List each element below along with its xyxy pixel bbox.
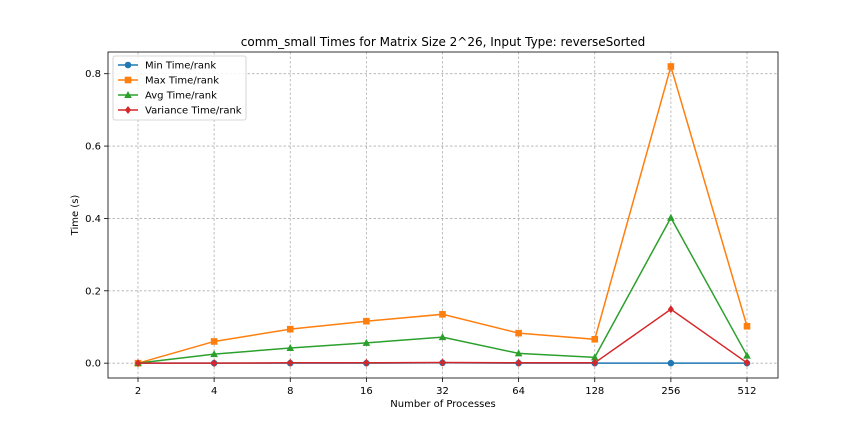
x-tick-label: 4 xyxy=(211,386,217,397)
data-point xyxy=(591,335,599,343)
legend-marker xyxy=(124,76,132,84)
data-point xyxy=(439,311,446,318)
data-point xyxy=(286,343,295,351)
x-tick-label: 8 xyxy=(287,386,293,397)
x-tick-label: 2 xyxy=(135,386,141,397)
data-point xyxy=(591,358,598,367)
x-tick-label: 32 xyxy=(436,386,449,397)
plot-frame xyxy=(107,51,779,379)
data-point xyxy=(590,353,599,361)
y-tick-label: 0.6 xyxy=(85,142,101,153)
legend-item: Min Time/rank xyxy=(118,61,216,72)
chart-title: comm_small Times for Matrix Size 2^26, I… xyxy=(241,35,645,49)
data-point xyxy=(667,63,675,70)
legend-item: Avg Time/rank xyxy=(118,91,217,102)
y-tick-label: 0.0 xyxy=(85,359,101,370)
data-point xyxy=(439,358,446,367)
data-point xyxy=(438,333,447,341)
data-point xyxy=(135,359,141,368)
legend-marker xyxy=(125,106,131,114)
x-axis: 2 4 8 16 32 64 128 256 512 xyxy=(135,378,757,397)
data-point xyxy=(363,317,370,325)
data-point xyxy=(210,350,218,358)
x-tick-label: 16 xyxy=(360,386,373,397)
x-tick-label: 256 xyxy=(661,386,680,397)
legend-box xyxy=(112,55,247,121)
data-point xyxy=(286,325,294,333)
x-tick-label: 512 xyxy=(737,386,756,397)
x-tick-label: 64 xyxy=(512,386,525,397)
y-axis: 0.0 0.2 0.4 0.6 0.8 xyxy=(85,69,108,370)
legend-label: Min Time/rank xyxy=(145,61,216,72)
y-axis-label: Time (s) xyxy=(70,195,81,237)
legend-marker xyxy=(124,61,132,69)
data-point xyxy=(211,359,218,368)
data-point xyxy=(667,305,674,314)
data-point xyxy=(744,358,750,367)
data-point xyxy=(287,358,294,367)
legend-label: Variance Time/rank xyxy=(145,106,242,117)
grid xyxy=(108,52,778,378)
data-point xyxy=(667,213,675,221)
legend-item: Max Time/rank xyxy=(118,76,219,87)
data-point xyxy=(362,338,371,346)
legend-label: Max Time/rank xyxy=(145,76,219,87)
data-point xyxy=(743,322,751,330)
series-2 xyxy=(134,213,751,367)
y-tick-label: 0.4 xyxy=(85,214,101,225)
y-tick-label: 0.8 xyxy=(85,69,101,80)
x-axis-label: Number of Processes xyxy=(390,399,495,410)
data-point xyxy=(743,351,751,359)
legend: Min Time/rank Max Time/rank Avg Time/rank V… xyxy=(112,55,247,121)
x-tick-label: 128 xyxy=(585,386,604,397)
data-point xyxy=(514,349,523,357)
plot-area xyxy=(107,51,779,379)
legend-marker xyxy=(124,91,132,98)
legend-item: Variance Time/rank xyxy=(118,106,242,117)
data-point xyxy=(515,358,522,367)
data-point xyxy=(667,359,675,367)
data-point xyxy=(515,329,522,337)
series-3 xyxy=(135,305,750,368)
y-tick-label: 0.2 xyxy=(85,286,101,297)
data-point xyxy=(210,338,218,345)
data-point xyxy=(363,358,370,367)
legend-label: Avg Time/rank xyxy=(145,91,217,102)
